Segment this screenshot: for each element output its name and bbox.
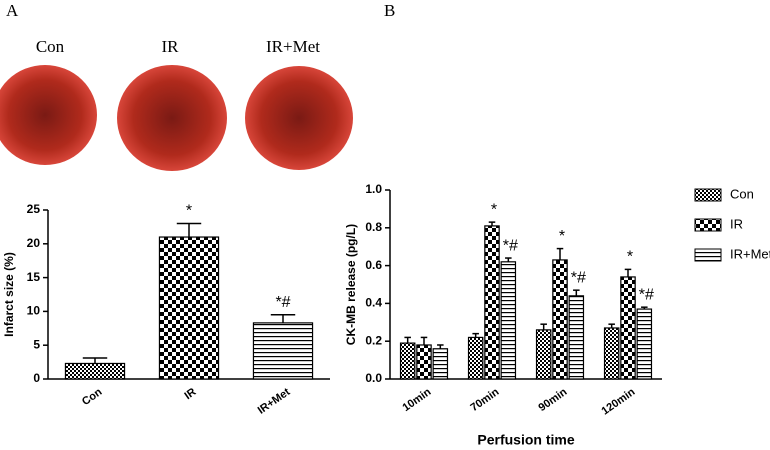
- bar: [64, 362, 126, 380]
- annotation: *: [491, 201, 497, 218]
- bar: [552, 259, 568, 380]
- photo-label: IR+Met: [266, 37, 320, 56]
- legend-swatch: [694, 218, 722, 232]
- bar: [432, 348, 449, 380]
- bar: [399, 342, 416, 380]
- y-tick-label: 5: [33, 337, 40, 351]
- bar: [252, 322, 314, 380]
- y-tick-label: 25: [27, 202, 41, 216]
- y-tick-label: 0.0: [365, 371, 382, 385]
- bar: [535, 329, 552, 380]
- annotation: *: [559, 228, 565, 245]
- y-tick-label: 0.4: [365, 296, 382, 310]
- y-tick-label: 0.2: [365, 333, 382, 347]
- x-axis-label: Perfusion time: [477, 432, 574, 448]
- y-tick-label: 0.8: [365, 220, 382, 234]
- legend-label: IR: [730, 216, 743, 231]
- legend-swatch: [694, 188, 722, 202]
- x-tick-label: 120min: [599, 386, 637, 418]
- bar: [467, 336, 484, 380]
- annotation: *#: [639, 286, 654, 303]
- bar: [603, 327, 620, 380]
- x-tick-label: 10min: [400, 386, 433, 414]
- panel-label: A: [6, 1, 19, 20]
- annotation: *#: [571, 269, 586, 286]
- y-tick-label: 0.6: [365, 258, 382, 272]
- legend-label: Con: [730, 186, 754, 201]
- y-tick-label: 10: [27, 304, 41, 318]
- y-tick-label: 15: [27, 270, 41, 284]
- heart-photo: [117, 65, 227, 171]
- annotation: *: [186, 203, 192, 220]
- bar: [416, 344, 432, 380]
- x-tick-label: IR+Met: [256, 386, 293, 417]
- photo-label: IR: [162, 37, 180, 56]
- bar: [620, 276, 636, 380]
- y-axis-label: CK-MB release (pg/L): [344, 224, 358, 345]
- annotation: *#: [275, 294, 290, 311]
- bar: [484, 225, 500, 380]
- bar: [568, 295, 585, 380]
- legend-label: IR+Met: [730, 246, 770, 261]
- y-tick-label: 1.0: [365, 182, 382, 196]
- legend-swatch: [694, 248, 722, 262]
- photo-label: Con: [36, 37, 65, 56]
- y-tick-label: 20: [27, 236, 41, 250]
- bar: [636, 308, 653, 380]
- x-tick-label: 70min: [468, 386, 501, 414]
- x-tick-label: 90min: [536, 386, 569, 414]
- bar: [500, 261, 517, 380]
- x-tick-label: Con: [80, 386, 105, 408]
- y-tick-label: 0: [33, 371, 40, 385]
- annotation: *: [627, 249, 633, 266]
- y-axis-label: Infarct size (%): [2, 252, 16, 337]
- bar: [158, 236, 220, 380]
- annotation: *#: [503, 237, 518, 254]
- x-tick-label: IR: [182, 386, 198, 402]
- heart-photo: [0, 65, 97, 165]
- heart-photo: [245, 66, 353, 170]
- panel-label: B: [384, 1, 395, 20]
